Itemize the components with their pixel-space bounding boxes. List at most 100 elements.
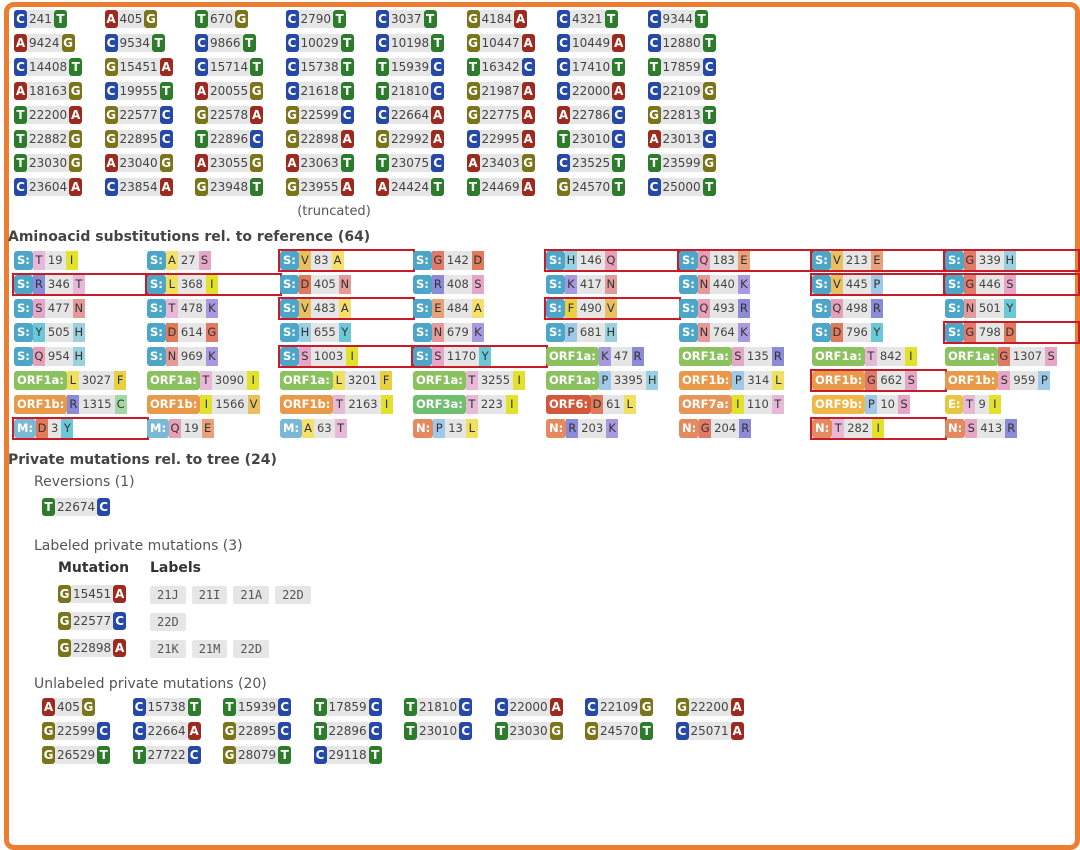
nucleotide-mutation[interactable]: T 21810 C	[404, 698, 495, 716]
nucleotide-mutation[interactable]: T 15939 C	[223, 698, 314, 716]
nucleotide-mutation[interactable]: T 23010 C	[404, 722, 495, 740]
nucleotide-mutation[interactable]: T 15939 C	[376, 58, 467, 76]
nucleotide-mutation[interactable]: G 22577 C	[58, 612, 150, 630]
aminoacid-mutation[interactable]: M: Q 19 E	[147, 419, 280, 438]
aminoacid-mutation[interactable]: N: S 413 R	[945, 419, 1078, 438]
nucleotide-mutation[interactable]: C 9344 T	[647, 10, 739, 28]
aminoacid-mutation[interactable]: S: V 483 A	[278, 297, 415, 320]
nucleotide-mutation[interactable]: T 23075 C	[376, 154, 467, 172]
nucleotide-mutation[interactable]: G 10447 A	[466, 34, 558, 52]
nucleotide-mutation[interactable]: T 24469 A	[466, 178, 558, 196]
nucleotide-mutation[interactable]: A 18163 G	[14, 82, 105, 100]
aminoacid-mutation[interactable]: ORF1b: S 959 P	[945, 371, 1078, 390]
aminoacid-mutation[interactable]: ORF1a: K 47 R	[546, 347, 679, 366]
aminoacid-mutation[interactable]: S: G 339 H	[943, 249, 1080, 272]
nucleotide-mutation[interactable]: T 22882 G	[14, 130, 105, 148]
aminoacid-mutation[interactable]: S: L 368 I	[145, 273, 282, 296]
aminoacid-mutation[interactable]: S: H 655 Y	[280, 323, 413, 342]
nucleotide-mutation[interactable]: T 23010 C	[557, 130, 648, 148]
aminoacid-mutation[interactable]: ORF1a: S 135 R	[679, 347, 812, 366]
nucleotide-mutation[interactable]: G 22895 C	[104, 130, 196, 148]
nucleotide-mutation[interactable]: C 23525 T	[557, 154, 648, 172]
nucleotide-mutation[interactable]: G 22813 T	[647, 106, 739, 124]
aminoacid-mutation[interactable]: ORF9b: P 10 S	[812, 395, 945, 414]
aminoacid-mutation[interactable]: S: N 440 K	[679, 275, 812, 294]
nucleotide-mutation[interactable]: G 22895 C	[223, 722, 314, 740]
nucleotide-mutation[interactable]: T 27722 C	[132, 746, 224, 764]
nucleotide-mutation[interactable]: T 17859 C	[647, 58, 739, 76]
nucleotide-mutation[interactable]: C 9534 T	[104, 34, 196, 52]
aminoacid-mutation[interactable]: S: G 798 D	[943, 321, 1080, 344]
nucleotide-mutation[interactable]: A 405 G	[104, 10, 196, 28]
aminoacid-mutation[interactable]: S: V 445 P	[810, 273, 947, 296]
nucleotide-mutation[interactable]: G 22578 A	[195, 106, 286, 124]
nucleotide-mutation[interactable]: C 22995 A	[466, 130, 558, 148]
nucleotide-mutation[interactable]: G 22775 A	[466, 106, 558, 124]
nucleotide-mutation[interactable]: A 23055 G	[195, 154, 286, 172]
nucleotide-mutation[interactable]: G 24570 T	[585, 722, 676, 740]
aminoacid-mutation[interactable]: S: T 19 I	[14, 251, 147, 270]
nucleotide-mutation[interactable]: T 23599 G	[647, 154, 739, 172]
aminoacid-mutation[interactable]: S: N 969 K	[147, 347, 280, 366]
aminoacid-mutation[interactable]: S: F 490 V	[544, 297, 681, 320]
aminoacid-mutation[interactable]: S: D 405 N	[280, 275, 413, 294]
nucleotide-mutation[interactable]: T 21810 C	[376, 82, 467, 100]
nucleotide-mutation[interactable]: A 23063 T	[285, 154, 377, 172]
nucleotide-mutation[interactable]: C 3037 T	[376, 10, 467, 28]
nucleotide-mutation[interactable]: G 23948 T	[195, 178, 286, 196]
aminoacid-mutation[interactable]: S: G 142 D	[413, 251, 546, 270]
aminoacid-mutation[interactable]: S: Y 505 H	[14, 323, 147, 342]
aminoacid-mutation[interactable]: S: S 477 N	[14, 299, 147, 318]
nucleotide-mutation[interactable]: T 17859 C	[313, 698, 405, 716]
nucleotide-mutation[interactable]: G 24570 T	[557, 178, 648, 196]
aminoacid-mutation[interactable]: S: R 408 S	[413, 275, 546, 294]
nucleotide-mutation[interactable]: G 22898 A	[285, 130, 377, 148]
nucleotide-mutation[interactable]: T 670 G	[195, 10, 286, 28]
nucleotide-mutation[interactable]: C 9866 T	[195, 34, 286, 52]
nucleotide-mutation[interactable]: C 21618 T	[285, 82, 377, 100]
aminoacid-mutation[interactable]: N: P 13 L	[413, 419, 546, 438]
nucleotide-mutation[interactable]: A 20055 G	[195, 82, 286, 100]
nucleotide-mutation[interactable]: C 22000 A	[557, 82, 648, 100]
aminoacid-mutation[interactable]: S: Q 498 R	[812, 299, 945, 318]
nucleotide-mutation[interactable]: T 22896 C	[313, 722, 405, 740]
aminoacid-mutation[interactable]: M: A 63 T	[280, 419, 413, 438]
aminoacid-mutation[interactable]: S: D 796 Y	[812, 323, 945, 342]
aminoacid-mutation[interactable]: S: H 146 Q	[544, 249, 681, 272]
aminoacid-mutation[interactable]: ORF1a: L 3027 F	[14, 371, 147, 390]
aminoacid-mutation[interactable]: S: T 478 K	[147, 299, 280, 318]
aminoacid-mutation[interactable]: N: R 203 K	[546, 419, 679, 438]
aminoacid-mutation[interactable]: ORF1a: T 842 I	[812, 347, 945, 366]
nucleotide-mutation[interactable]: G 22577 C	[104, 106, 196, 124]
nucleotide-mutation[interactable]: C 15714 T	[195, 58, 286, 76]
aminoacid-mutation[interactable]: ORF3a: T 223 I	[413, 395, 546, 414]
nucleotide-mutation[interactable]: C 23854 A	[104, 178, 196, 196]
nucleotide-mutation[interactable]: C 22000 A	[494, 698, 586, 716]
aminoacid-mutation[interactable]: ORF1a: L 3201 F	[280, 371, 413, 390]
aminoacid-mutation[interactable]: S: V 213 E	[810, 249, 947, 272]
nucleotide-mutation[interactable]: G 22599 C	[285, 106, 377, 124]
aminoacid-mutation[interactable]: S: V 83 A	[278, 249, 415, 272]
nucleotide-mutation[interactable]: T 22200 A	[14, 106, 105, 124]
aminoacid-mutation[interactable]: S: N 764 K	[679, 323, 812, 342]
aminoacid-mutation[interactable]: S: D 614 G	[147, 323, 280, 342]
aminoacid-mutation[interactable]: ORF1b: I 1566 V	[147, 395, 280, 414]
aminoacid-mutation[interactable]: S: S 1170 Y	[411, 345, 548, 368]
nucleotide-mutation[interactable]: A 23403 G	[466, 154, 558, 172]
aminoacid-mutation[interactable]: S: Q 493 R	[679, 299, 812, 318]
nucleotide-mutation[interactable]: A 24424 T	[376, 178, 467, 196]
nucleotide-mutation[interactable]: C 2790 T	[285, 10, 377, 28]
nucleotide-mutation[interactable]: G 21987 A	[466, 82, 558, 100]
aminoacid-mutation[interactable]: ORF1a: T 3090 I	[147, 371, 280, 390]
aminoacid-mutation[interactable]: S: N 679 K	[413, 323, 546, 342]
nucleotide-mutation[interactable]: A 23040 G	[104, 154, 196, 172]
aminoacid-mutation[interactable]: S: E 484 A	[413, 299, 546, 318]
nucleotide-mutation[interactable]: C 10198 T	[376, 34, 467, 52]
aminoacid-mutation[interactable]: ORF1b: R 1315 C	[14, 395, 147, 414]
nucleotide-mutation[interactable]: T 23030 G	[14, 154, 105, 172]
aminoacid-mutation[interactable]: E: T 9 I	[945, 395, 1078, 414]
nucleotide-mutation[interactable]: T 22674 C	[42, 498, 111, 516]
aminoacid-mutation[interactable]: S: P 681 H	[546, 323, 679, 342]
nucleotide-mutation[interactable]: G 26529 T	[42, 746, 133, 764]
nucleotide-mutation[interactable]: C 22109 G	[647, 82, 739, 100]
